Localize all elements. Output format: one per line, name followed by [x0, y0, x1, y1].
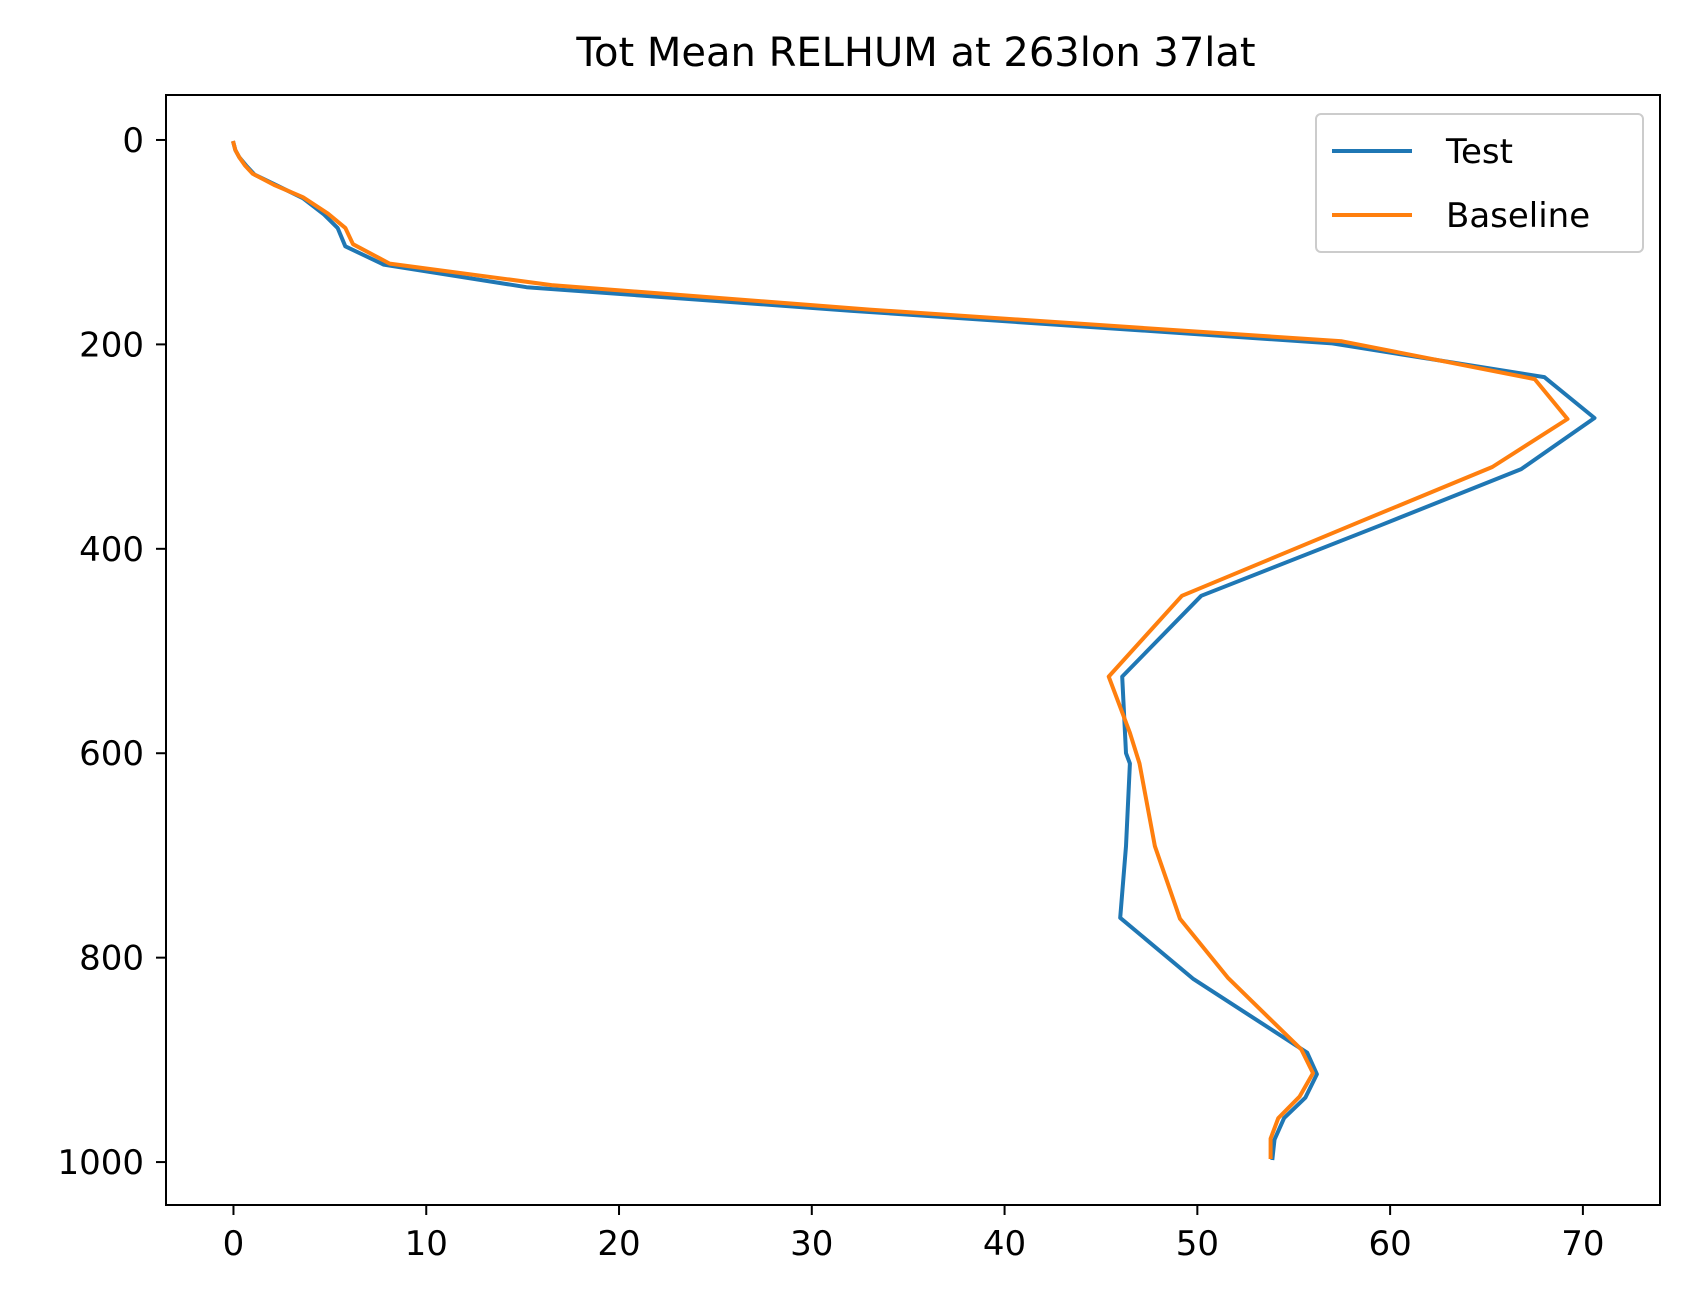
x-tick-label: 70: [1561, 1224, 1604, 1264]
series-line-baseline: [231, 140, 1570, 1159]
legend-frame: [1315, 113, 1644, 253]
x-tick-label: 40: [983, 1224, 1026, 1264]
x-tick-label: 30: [790, 1224, 833, 1264]
y-tick-label: 600: [79, 734, 144, 774]
x-tick-label: 60: [1368, 1224, 1411, 1264]
x-tick-label: 20: [597, 1224, 640, 1264]
legend-label-test: Test: [1445, 132, 1513, 172]
axes-layer: [165, 94, 1661, 1206]
y-tick-label: 200: [79, 325, 144, 365]
x-tick-label: 0: [223, 1224, 245, 1264]
y-tick-label: 1000: [57, 1143, 144, 1183]
x-tick-label: 50: [1176, 1224, 1219, 1264]
series-layer: [231, 140, 1597, 1161]
y-tick-label: 0: [122, 121, 144, 161]
x-tick-label: 10: [405, 1224, 448, 1264]
plot-background: [166, 95, 1660, 1205]
x-axis: 0 10 20 30 40 50 60 70: [223, 1205, 1605, 1264]
y-tick-label: 400: [79, 530, 144, 570]
legend-label-baseline: Baseline: [1446, 196, 1590, 236]
chart-title: Tot Mean RELHUM at 263lon 37lat: [575, 30, 1255, 76]
axes-frame: [165, 94, 1661, 1206]
legend: Test Baseline: [1315, 113, 1644, 253]
plot-area: [166, 95, 1660, 1205]
y-axis: 0 200 400 600 800 1000: [57, 121, 166, 1183]
y-tick-label: 800: [79, 939, 144, 979]
